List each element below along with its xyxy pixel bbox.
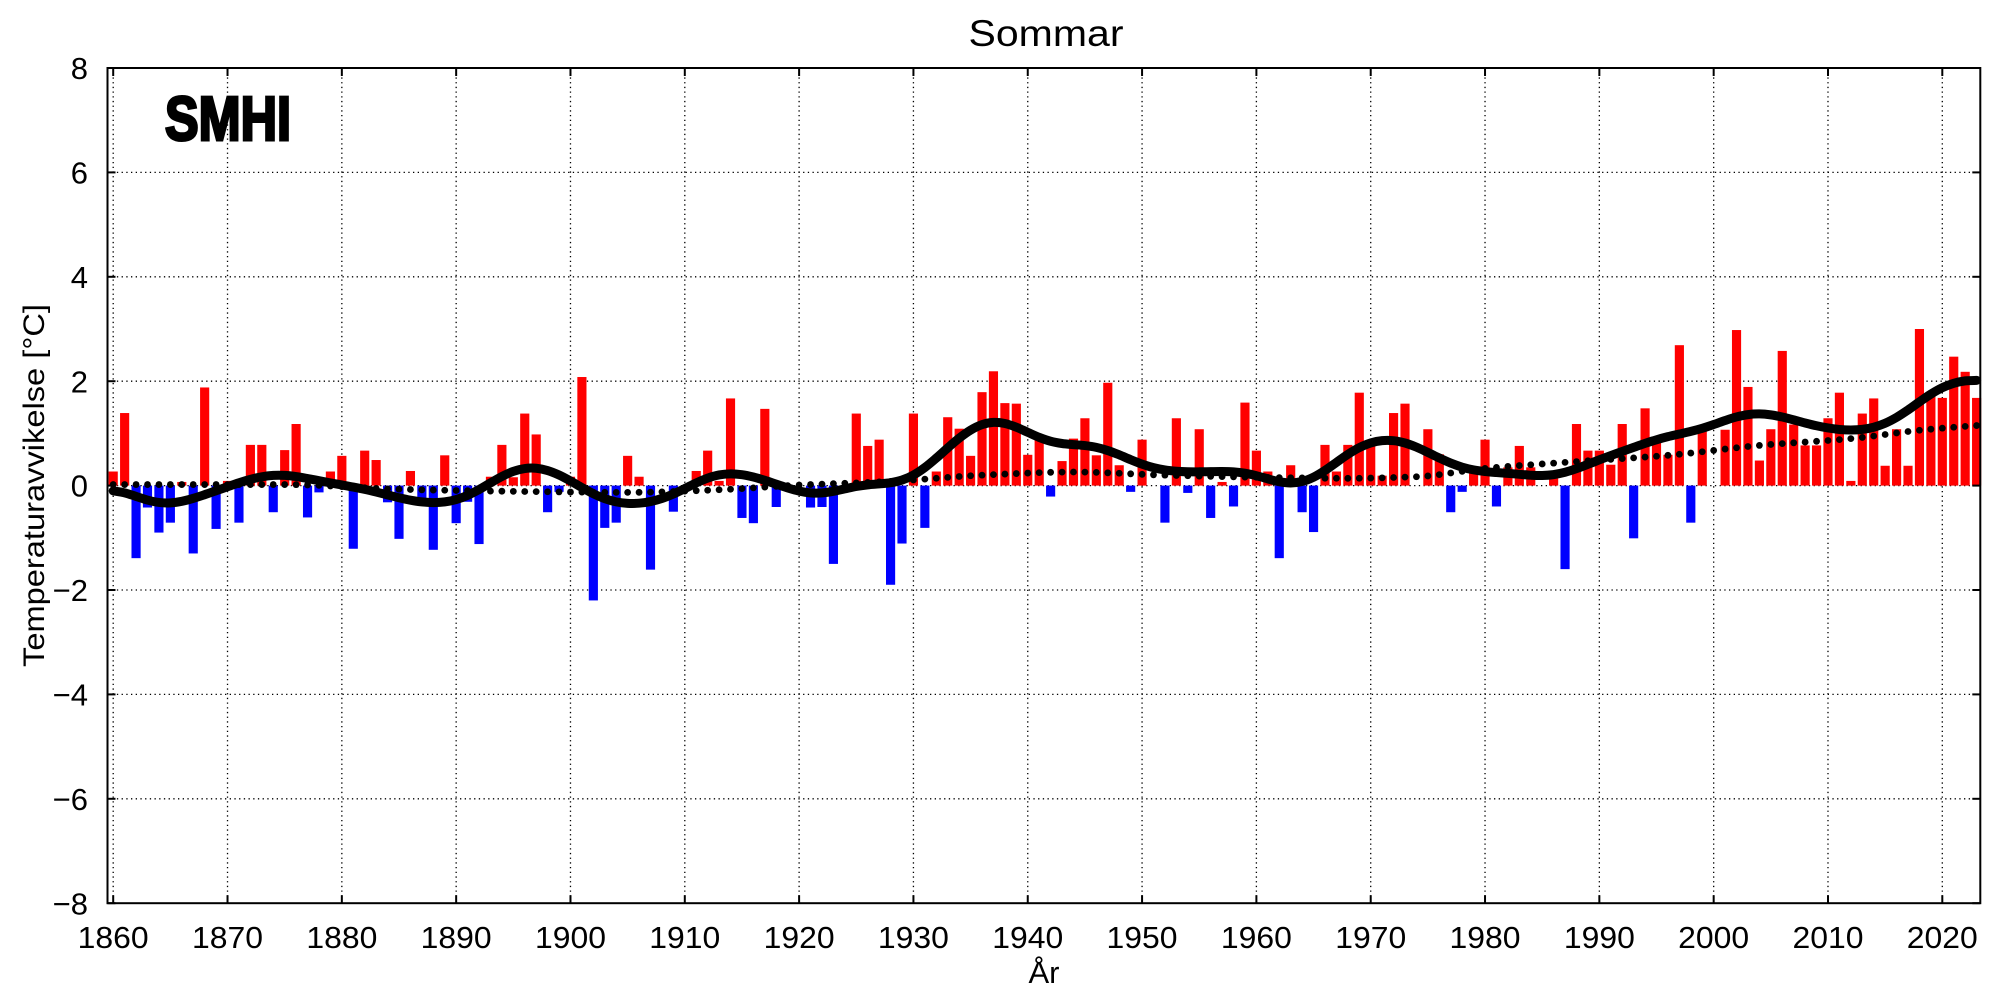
svg-text:1920: 1920 <box>764 920 835 955</box>
svg-text:Temperaturavvikelse [°C]: Temperaturavvikelse [°C] <box>18 304 51 667</box>
svg-text:1980: 1980 <box>1450 920 1521 955</box>
svg-text:−2: −2 <box>53 573 88 608</box>
svg-text:2020: 2020 <box>1907 920 1978 955</box>
svg-text:1880: 1880 <box>306 920 377 955</box>
svg-text:1990: 1990 <box>1564 920 1635 955</box>
svg-text:1900: 1900 <box>535 920 606 955</box>
svg-text:6: 6 <box>71 156 88 191</box>
svg-text:1940: 1940 <box>992 920 1063 955</box>
svg-text:Sommar: Sommar <box>969 13 1124 54</box>
svg-text:År: År <box>1029 955 1060 990</box>
svg-text:2000: 2000 <box>1678 920 1749 955</box>
svg-text:1870: 1870 <box>192 920 263 955</box>
svg-text:8: 8 <box>71 51 88 86</box>
svg-text:2010: 2010 <box>1792 920 1863 955</box>
svg-text:1960: 1960 <box>1221 920 1292 955</box>
svg-text:1890: 1890 <box>421 920 492 955</box>
svg-text:4: 4 <box>71 260 88 295</box>
svg-text:−4: −4 <box>53 678 88 713</box>
svg-text:−8: −8 <box>53 886 88 921</box>
svg-text:1910: 1910 <box>649 920 720 955</box>
svg-text:1950: 1950 <box>1107 920 1178 955</box>
svg-text:1930: 1930 <box>878 920 949 955</box>
svg-text:SMHI: SMHI <box>165 85 291 154</box>
svg-text:2: 2 <box>71 364 88 399</box>
svg-text:−6: −6 <box>53 782 88 817</box>
svg-text:0: 0 <box>71 469 88 504</box>
svg-text:1970: 1970 <box>1335 920 1406 955</box>
svg-text:1860: 1860 <box>78 920 149 955</box>
